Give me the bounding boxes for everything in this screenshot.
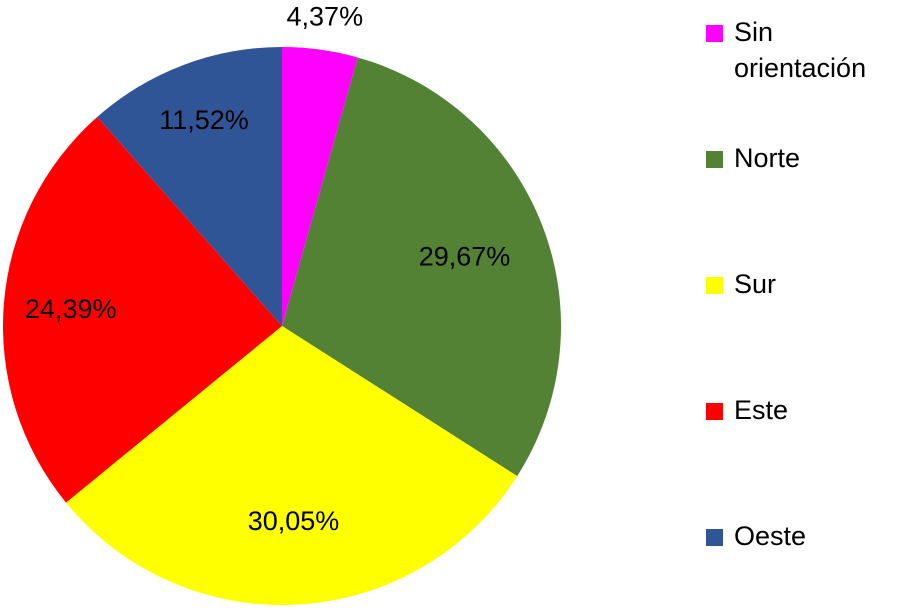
legend-item-sin-orientacion: Sin orientación [706, 14, 907, 86]
data-label-norte: 29,67% [419, 242, 511, 272]
pie-slice-sin-orientacion [282, 47, 358, 326]
legend-label-norte: Norte [734, 143, 801, 173]
pie-data-labels: 4,37% 29,67% 30,05% 24,39% 11,52% [25, 2, 510, 537]
legend-item-norte: Norte [706, 140, 907, 176]
data-label-oeste: 11,52% [159, 105, 249, 135]
chart-legend: Sin orientación Norte Sur Este Oeste [706, 14, 906, 574]
legend-swatch-oeste [706, 529, 723, 546]
legend-label-sin-orientacion: Sin orientación [734, 17, 867, 83]
legend-label-oeste: Oeste [734, 521, 807, 551]
pie-slice-norte [282, 57, 562, 477]
pie-slices [2, 47, 562, 606]
legend-swatch-sin-orientacion [706, 25, 723, 42]
legend-item-este: Este [706, 392, 907, 428]
legend-swatch-norte [706, 151, 723, 168]
legend-label-este: Este [734, 395, 789, 425]
pie-slice-sur [66, 326, 518, 606]
pie-slice-oeste [97, 47, 282, 326]
data-label-este: 24,39% [25, 294, 117, 324]
legend-label-sur: Sur [734, 269, 777, 299]
legend-swatch-este [706, 403, 723, 420]
legend-item-sur: Sur [706, 266, 907, 302]
pie-slice-este [2, 116, 282, 503]
data-label-sur: 30,05% [248, 506, 340, 536]
legend-item-oeste: Oeste [706, 518, 907, 554]
data-label-sin-orientacion: 4,37% [287, 2, 364, 32]
legend-swatch-sur [706, 277, 723, 294]
